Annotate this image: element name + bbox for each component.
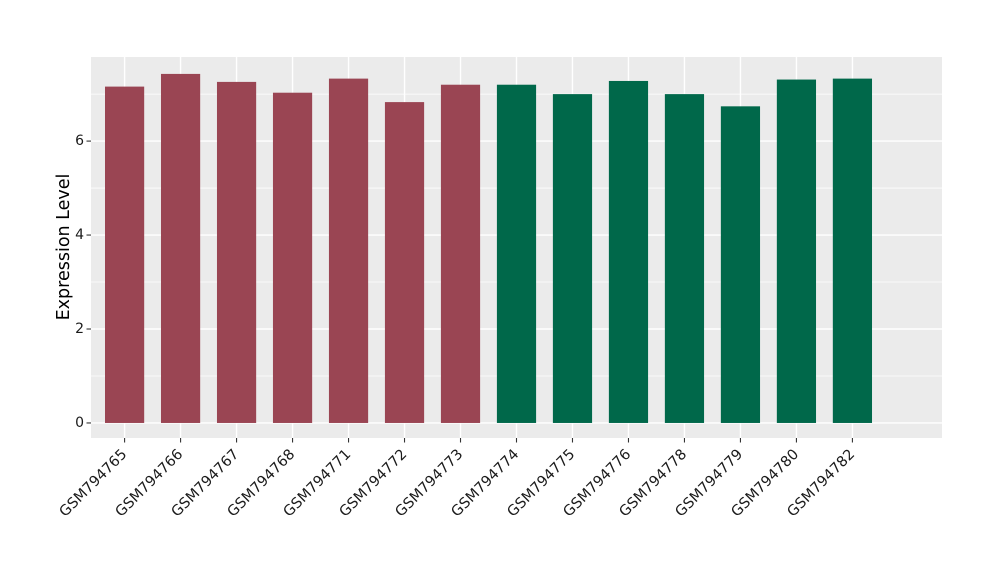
bar-GSM794768 bbox=[272, 92, 313, 423]
bar-GSM794765 bbox=[104, 86, 145, 423]
bar-GSM794773 bbox=[440, 84, 481, 423]
bar-GSM794771 bbox=[328, 78, 369, 423]
bar-GSM794767 bbox=[216, 81, 257, 423]
bar-GSM794766 bbox=[160, 73, 201, 423]
bar-GSM794776 bbox=[608, 80, 649, 423]
y-tick-label: 6 bbox=[75, 133, 84, 149]
bar-GSM794774 bbox=[496, 84, 537, 423]
bar-GSM794775 bbox=[552, 94, 593, 423]
y-tick-label: 4 bbox=[75, 227, 84, 243]
bar-GSM794782 bbox=[832, 78, 873, 423]
y-tick-label: 0 bbox=[75, 415, 84, 431]
y-tick-label: 2 bbox=[75, 321, 84, 337]
bar-GSM794772 bbox=[384, 102, 425, 423]
bar-GSM794778 bbox=[664, 94, 705, 423]
bar-GSM794780 bbox=[776, 79, 817, 423]
y-axis-title: Expression Level bbox=[54, 173, 74, 321]
bar-GSM794779 bbox=[720, 106, 761, 423]
